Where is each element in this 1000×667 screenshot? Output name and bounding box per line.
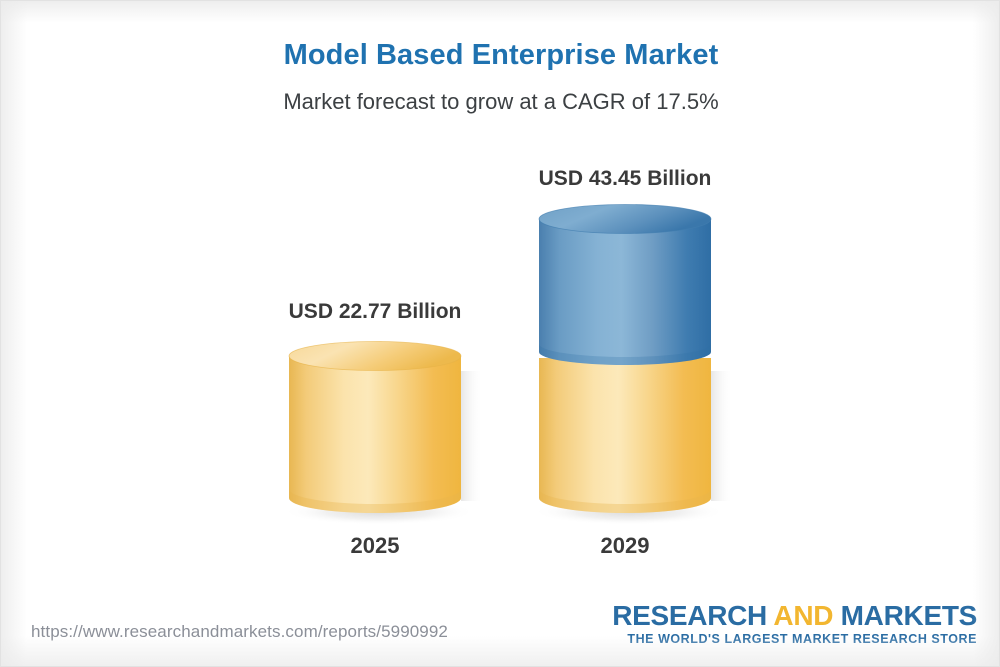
value-label-2029: USD 43.45 Billion xyxy=(538,167,712,190)
research-and-markets-logo[interactable]: RESEARCH AND MARKETS THE WORLD'S LARGEST… xyxy=(612,601,977,647)
bar-cylinder-2025 xyxy=(283,341,483,525)
value-label-2025: USD 22.77 Billion xyxy=(288,300,462,323)
logo-word-research: RESEARCH xyxy=(612,600,774,631)
source-url[interactable]: https://www.researchandmarkets.com/repor… xyxy=(31,622,448,641)
bar-cylinder-2029 xyxy=(533,204,733,525)
logo-tagline: THE WORLD'S LARGEST MARKET RESEARCH STOR… xyxy=(627,632,977,647)
logo-wordmark: RESEARCH AND MARKETS xyxy=(612,601,977,630)
logo-word-markets: MARKETS xyxy=(833,600,978,631)
category-label-2025: 2025 xyxy=(350,533,400,558)
category-label-2029: 2029 xyxy=(600,533,650,558)
logo-word-and: AND xyxy=(773,600,834,631)
